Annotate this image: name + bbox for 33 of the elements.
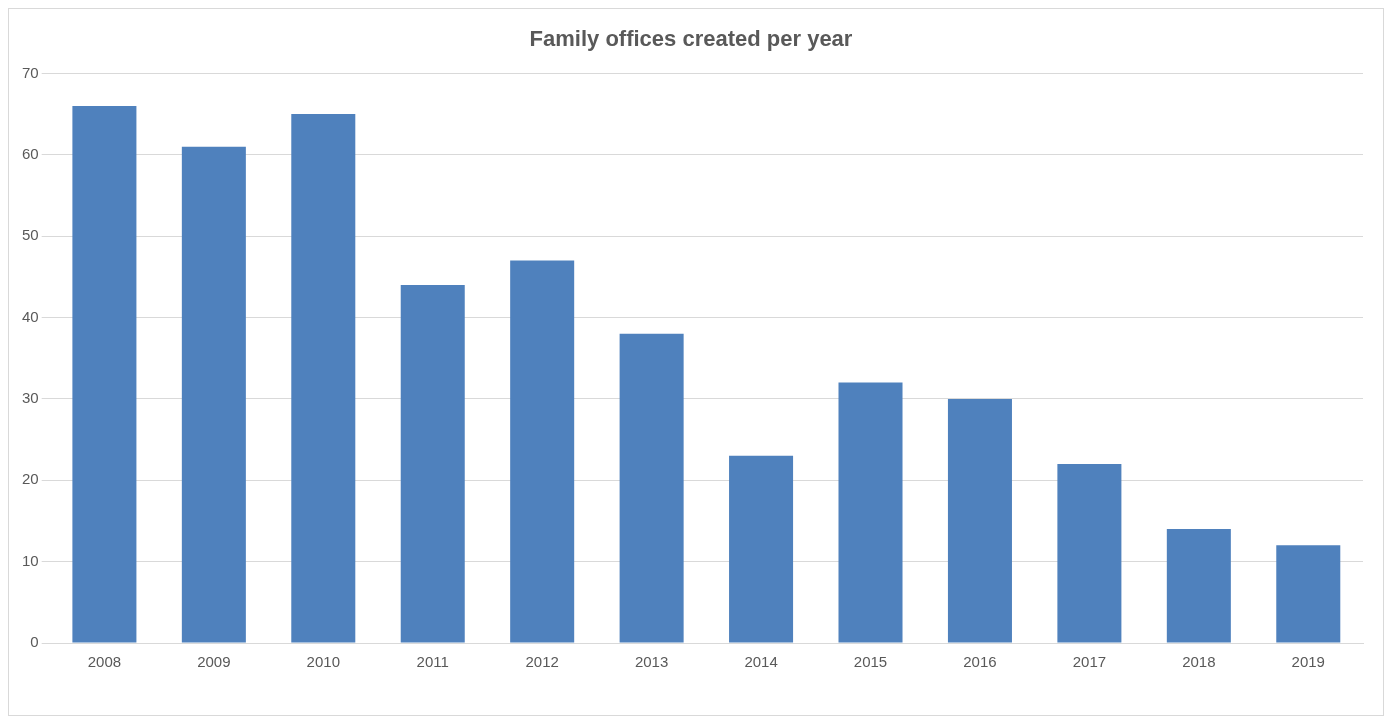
x-tick-label: 2014: [744, 653, 778, 671]
bar: [947, 398, 1012, 643]
bar: [72, 105, 137, 643]
y-tick-label: 60: [22, 144, 39, 162]
bar: [181, 146, 246, 643]
x-tick-label: 2011: [416, 653, 449, 671]
bar: [838, 382, 903, 643]
x-tick-label: 2019: [1291, 653, 1325, 671]
bar: [291, 114, 356, 643]
y-tick-label: 10: [22, 551, 39, 569]
bar: [729, 455, 794, 643]
bar: [1276, 545, 1341, 643]
y-tick-label: 50: [22, 226, 39, 244]
y-tick-label: 20: [22, 470, 39, 488]
y-tick-label: 40: [22, 307, 39, 325]
x-tick-label: 2016: [963, 653, 997, 671]
bar: [510, 260, 575, 643]
x-tick-label: 2013: [634, 653, 669, 671]
x-tick-label: 2018: [1182, 653, 1216, 671]
y-tick-label: 30: [22, 389, 39, 407]
x-tick-label: 2012: [525, 653, 559, 671]
x-tick-label: 2008: [87, 653, 122, 671]
bar: [1166, 529, 1231, 643]
bar: [1057, 463, 1122, 643]
x-tick-label: 2015: [853, 653, 888, 671]
x-tick-label: 2009: [197, 653, 231, 671]
bar: [400, 284, 465, 643]
x-tick-label: 2010: [306, 653, 340, 671]
chart-title: Family offices created per year: [529, 26, 853, 52]
y-tick-label: 70: [22, 63, 39, 81]
x-tick-label: 2017: [1072, 653, 1107, 671]
y-tick-label: 0: [30, 633, 39, 651]
bar: [619, 333, 684, 643]
